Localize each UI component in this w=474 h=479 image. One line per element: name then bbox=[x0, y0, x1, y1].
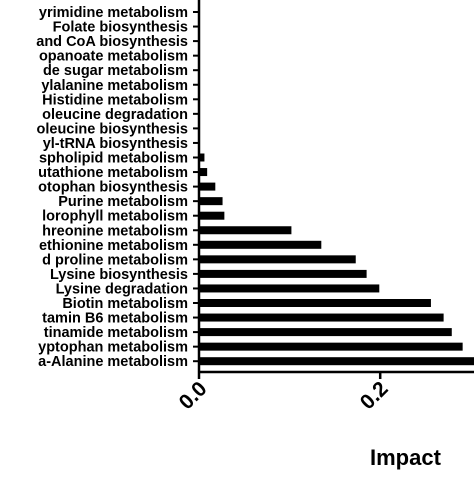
category-label: yrimidine metabolism bbox=[39, 5, 188, 21]
bar bbox=[199, 299, 431, 307]
category-label: Lysine degradation bbox=[56, 281, 188, 297]
bar bbox=[199, 197, 223, 206]
bars-group bbox=[199, 153, 474, 366]
category-label: opanoate metabolism bbox=[39, 49, 188, 65]
category-label: ylalanine metabolism bbox=[41, 78, 188, 94]
category-label: de sugar metabolism bbox=[43, 63, 188, 79]
bar bbox=[199, 153, 205, 162]
category-label: lorophyll metabolism bbox=[42, 209, 188, 225]
category-label: otophan biosynthesis bbox=[38, 180, 188, 196]
category-label: spholipid metabolism bbox=[39, 151, 188, 167]
bar bbox=[199, 182, 216, 191]
bar bbox=[199, 269, 367, 278]
bar bbox=[199, 168, 208, 177]
category-label: a-Alanine metabolism bbox=[38, 354, 188, 370]
bar bbox=[199, 342, 463, 351]
bar bbox=[199, 226, 292, 235]
category-label: Biotin metabolism bbox=[62, 296, 188, 312]
category-label: ethionine metabolism bbox=[39, 238, 188, 254]
bar bbox=[199, 328, 452, 337]
x-axis-label: Impact bbox=[370, 445, 442, 470]
category-label: oleucine biosynthesis bbox=[37, 121, 189, 137]
x-ticks-group: 0.0 0.2 bbox=[175, 372, 393, 414]
bar bbox=[199, 284, 380, 293]
bar bbox=[199, 211, 225, 220]
category-label: Folate biosynthesis bbox=[53, 20, 188, 36]
category-label: d proline metabolism bbox=[42, 252, 188, 268]
category-label: Lysine biosynthesis bbox=[50, 267, 188, 283]
category-label: yptophan metabolism bbox=[38, 340, 188, 356]
category-label: and CoA biosynthesis bbox=[36, 34, 188, 50]
category-label: yl-tRNA biosynthesis bbox=[43, 136, 188, 152]
category-label: oleucine degradation bbox=[42, 107, 188, 123]
x-tick-label: 0.2 bbox=[356, 377, 393, 414]
category-label: utathione metabolism bbox=[38, 165, 188, 181]
bar bbox=[199, 240, 322, 249]
x-tick-label: 0.0 bbox=[175, 377, 212, 414]
category-label: hreonine metabolism bbox=[42, 223, 188, 239]
bar bbox=[199, 255, 356, 264]
category-label: Purine metabolism bbox=[58, 194, 188, 210]
category-label: tinamide metabolism bbox=[44, 325, 188, 341]
category-label: Histidine metabolism bbox=[42, 92, 188, 108]
bar bbox=[199, 313, 444, 322]
category-label: tamin B6 metabolism bbox=[42, 311, 188, 327]
bar bbox=[199, 357, 474, 366]
